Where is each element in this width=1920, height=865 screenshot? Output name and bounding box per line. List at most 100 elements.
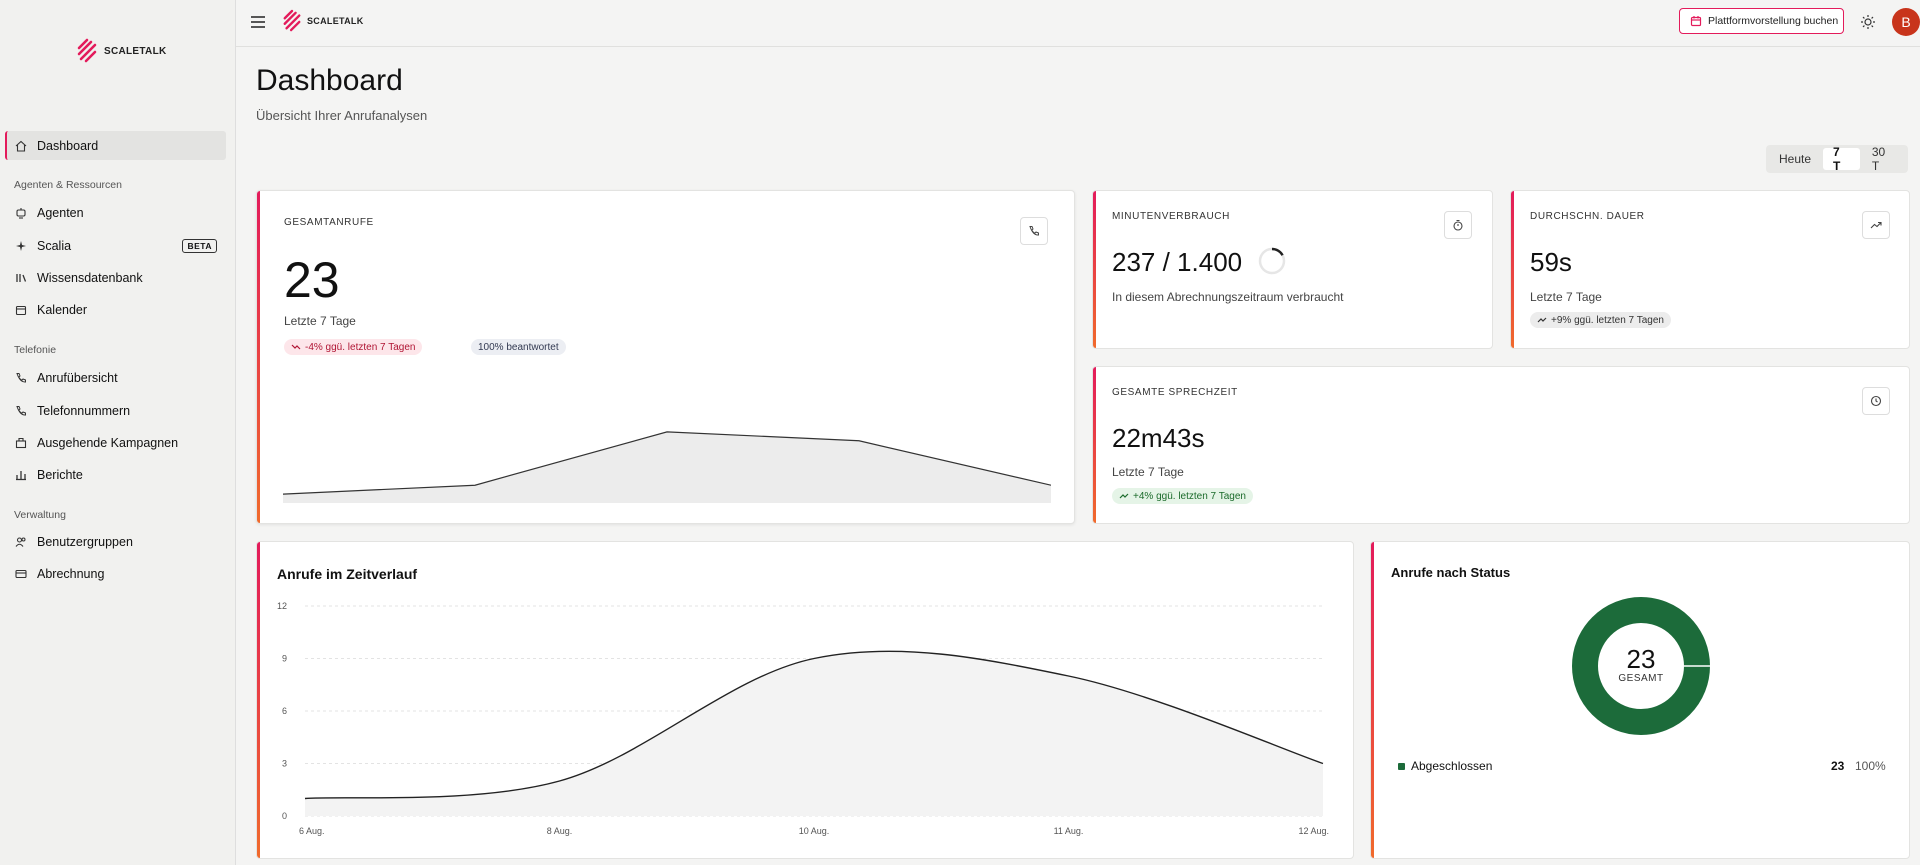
page-subtitle: Übersicht Ihrer Anrufanalysen (256, 108, 428, 123)
x-tick-label: 10 Aug. (799, 826, 830, 836)
sidebar-item-dashboard[interactable]: Dashboard (5, 131, 226, 160)
card-icon-button (1444, 211, 1472, 239)
sidebar-item-wissensdatenbank[interactable]: Wissensdatenbank (5, 263, 226, 292)
time-range-selector: Heute 7 T 30 T (1766, 145, 1908, 173)
sidebar-item-telefonnummern[interactable]: Telefonnummern (5, 396, 226, 425)
library-icon (16, 273, 27, 282)
topbar-logo[interactable]: SCALETALK (282, 9, 364, 33)
home-icon (15, 140, 27, 152)
clock-icon (1870, 395, 1882, 407)
answered-badge: 100% beantwortet (471, 339, 566, 355)
sparkles-icon (16, 240, 26, 251)
sidebar-item-label: Abrechnung (37, 566, 105, 581)
sidebar-item-label: Kalender (37, 302, 88, 317)
campaign-icon (15, 437, 27, 448)
sparkline-area (283, 431, 1051, 503)
sidebar-item-label: Wissensdatenbank (37, 270, 143, 285)
y-tick-label: 3 (282, 759, 287, 769)
trend-text: +9% ggü. letzten 7 Tagen (1551, 314, 1664, 326)
x-tick-label: 11 Aug. (1054, 826, 1084, 836)
y-tick-label: 9 (282, 654, 287, 664)
range-option-today[interactable]: Heute (1779, 152, 1812, 166)
trend-badge: +9% ggü. letzten 7 Tagen (1530, 312, 1671, 328)
y-tick-label: 6 (282, 706, 287, 716)
sidebar-item-benutzergruppen[interactable]: Benutzergruppen (5, 527, 226, 556)
users-icon (15, 536, 26, 547)
sidebar-item-ausgehende-kampagnen[interactable]: Ausgehende Kampagnen (5, 428, 226, 457)
calendar-icon (1690, 16, 1702, 27)
calls-by-status-card: Anrufe nach Status 23 GESAMT Abgeschloss… (1370, 541, 1910, 859)
status-donut-chart (1572, 597, 1711, 735)
sidebar-item-anrufuebersicht[interactable]: Anrufübersicht (5, 363, 226, 392)
usage-ring (1258, 247, 1286, 275)
card-icon-button (1862, 211, 1890, 239)
total-calls-card: GESAMTANRUFE 23 Letzte 7 Tage -4% ggü. l… (256, 190, 1075, 524)
trend-up-icon (1537, 317, 1547, 323)
sidebar-item-label: Scalia (37, 238, 72, 253)
sidebar-item-abrechnung[interactable]: Abrechnung (5, 559, 226, 588)
card-label: DURCHSCHN. DAUER (1530, 211, 1645, 222)
card-label: GESAMTE SPRECHZEIT (1112, 387, 1238, 398)
x-tick-label: 8 Aug. (547, 826, 573, 836)
trend-down-icon (291, 344, 301, 350)
menu-icon[interactable] (250, 15, 266, 29)
card-icon-button (1862, 387, 1890, 415)
legend-value: 23 (1831, 759, 1845, 773)
nav-section-title: Verwaltung (14, 509, 66, 521)
x-tick-label: 12 Aug. (1298, 826, 1329, 836)
sidebar-item-label: Telefonnummern (37, 403, 131, 418)
range-option-7d[interactable]: 7 T (1823, 145, 1860, 173)
phone-icon (1029, 226, 1039, 236)
scaletalk-logo-icon (77, 38, 97, 63)
card-label: GESAMTANRUFE (284, 217, 374, 228)
page-title: Dashboard (256, 64, 403, 97)
chart-title: Anrufe im Zeitverlauf (277, 566, 418, 582)
robot-icon (16, 207, 26, 219)
avg-duration-value: 59s (1530, 247, 1572, 277)
calendar-icon (15, 305, 27, 315)
x-tick-label: 6 Aug. (299, 826, 325, 836)
legend-label: Abgeschlossen (1411, 759, 1493, 773)
credit-card-icon (15, 569, 27, 578)
sun-icon[interactable] (1860, 14, 1876, 30)
sidebar-item-label: Agenten (37, 205, 84, 220)
brand-name: SCALETALK (307, 16, 364, 26)
avatar[interactable]: B (1892, 8, 1920, 36)
sparkline-line (283, 431, 1051, 495)
brand-name: SCALETALK (104, 45, 167, 57)
legend-percent: 100% (1855, 759, 1886, 773)
trend-text: -4% ggü. letzten 7 Tagen (305, 341, 416, 353)
donut-center-label: GESAMT (1618, 673, 1664, 684)
sparkline-chart (283, 431, 1051, 503)
scaletalk-logo-icon (283, 9, 301, 32)
top-bar: SCALETALK Plattformvorstellung buchen B (236, 0, 1920, 47)
minutes-card: MINUTENVERBRAUCH 237 / 1.400 In diesem A… (1092, 190, 1493, 349)
avg-duration-card: DURCHSCHN. DAUER 59s Letzte 7 Tage +9% g… (1510, 190, 1910, 349)
trend-up-icon (1870, 221, 1882, 229)
sidebar-item-label: Benutzergruppen (37, 534, 133, 549)
card-label: MINUTENVERBRAUCH (1112, 211, 1230, 222)
calls-over-time-chart: 0 3 6 9 12 6 Aug. 8 Aug. 10 Aug. 11 Aug. 12 Aug. (277, 601, 1329, 836)
sidebar-item-label: Ausgehende Kampagnen (37, 435, 179, 450)
sidebar-item-scalia[interactable]: Scalia BETA (5, 231, 226, 260)
minutes-value: 237 / 1.400 (1112, 247, 1243, 277)
card-icon-button (1020, 217, 1048, 245)
sidebar-item-kalender[interactable]: Kalender (5, 295, 226, 324)
series-line (304, 650, 1324, 800)
usage-ring-fill (1258, 247, 1286, 275)
sidebar-item-berichte[interactable]: Berichte (5, 460, 226, 489)
sidebar-logo[interactable]: SCALETALK (76, 38, 167, 64)
legend-color-swatch (1398, 763, 1405, 770)
sidebar-item-agenten[interactable]: Agenten (5, 198, 226, 227)
book-demo-button[interactable]: Plattformvorstellung buchen (1679, 8, 1844, 34)
sidebar: SCALETALK Dashboard Agenten & Ressourcen… (0, 0, 236, 865)
donut-center-value: 23 (1626, 644, 1656, 674)
range-option-30d[interactable]: 30 T (1871, 145, 1886, 173)
sidebar-item-label: Dashboard (37, 138, 99, 153)
phone-incoming-icon (16, 372, 26, 383)
avg-duration-period: Letzte 7 Tage (1530, 290, 1602, 304)
talk-time-period: Letzte 7 Tage (1112, 465, 1184, 479)
sidebar-item-label: Berichte (37, 467, 83, 482)
sidebar-item-label: Anrufübersicht (37, 370, 118, 385)
y-tick-label: 0 (282, 811, 287, 821)
